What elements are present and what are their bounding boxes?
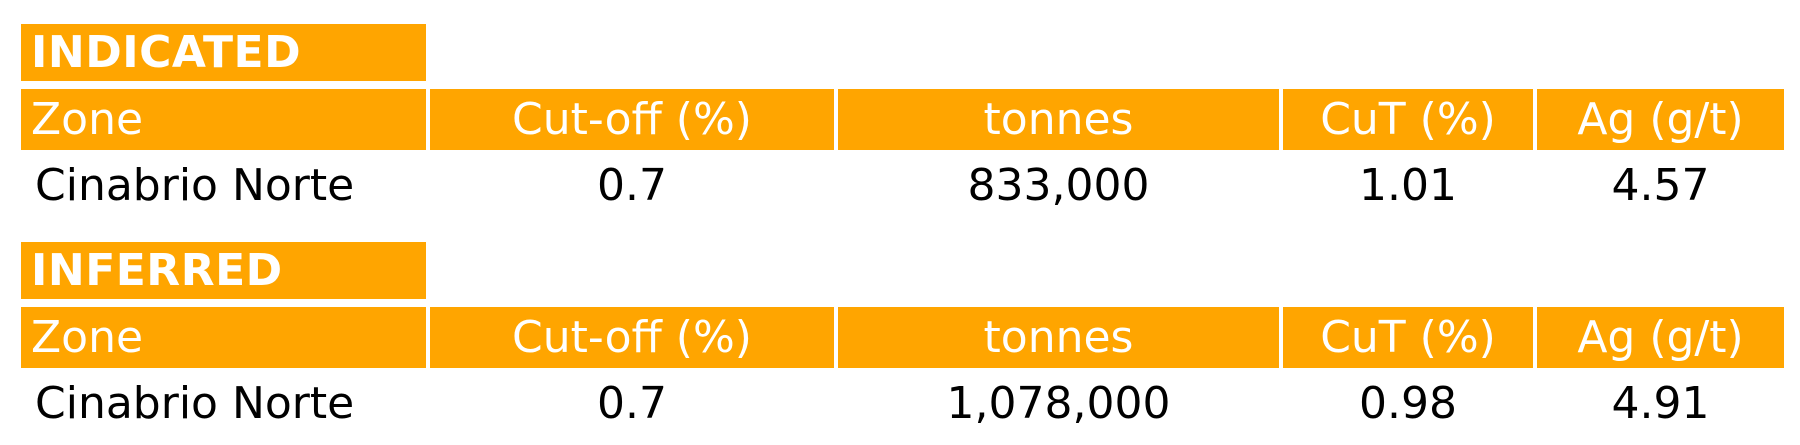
cell-cut-off: 0.7 (597, 378, 667, 429)
column-header-cut-off: Cut-off (%) (430, 89, 834, 150)
column-header-cut-off: Cut-off (%) (430, 307, 834, 368)
column-header-cut: CuT (%) (1283, 89, 1533, 150)
cell-cut-off: 0.7 (597, 160, 667, 211)
cell-ag: 4.57 (1611, 160, 1710, 211)
table-row: Cinabrio Norte 0.7 1,078,000 0.98 4.91 (21, 374, 1784, 434)
column-header-ag: Ag (g/t) (1537, 307, 1784, 368)
column-header-ag: Ag (g/t) (1537, 89, 1784, 150)
section-title-inferred: INFERRED (21, 242, 426, 299)
cell-tonnes: 1,078,000 (946, 378, 1171, 429)
cell-cut: 1.01 (1359, 160, 1457, 211)
table-header-row: Zone Cut-off (%) tonnes CuT (%) Ag (g/t) (21, 307, 1784, 368)
column-header-zone: Zone (21, 307, 426, 368)
column-header-cut: CuT (%) (1283, 307, 1533, 368)
column-header-tonnes: tonnes (838, 89, 1279, 150)
cell-cut: 0.98 (1359, 378, 1457, 429)
table-header-row: Zone Cut-off (%) tonnes CuT (%) Ag (g/t) (21, 89, 1784, 150)
cell-zone: Cinabrio Norte (35, 378, 355, 429)
section-title-indicated: INDICATED (21, 24, 426, 81)
column-header-tonnes: tonnes (838, 307, 1279, 368)
cell-ag: 4.91 (1611, 378, 1710, 429)
cell-zone: Cinabrio Norte (35, 160, 355, 211)
column-header-zone: Zone (21, 89, 426, 150)
table-row: Cinabrio Norte 0.7 833,000 1.01 4.57 (21, 156, 1784, 216)
cell-tonnes: 833,000 (967, 160, 1150, 211)
